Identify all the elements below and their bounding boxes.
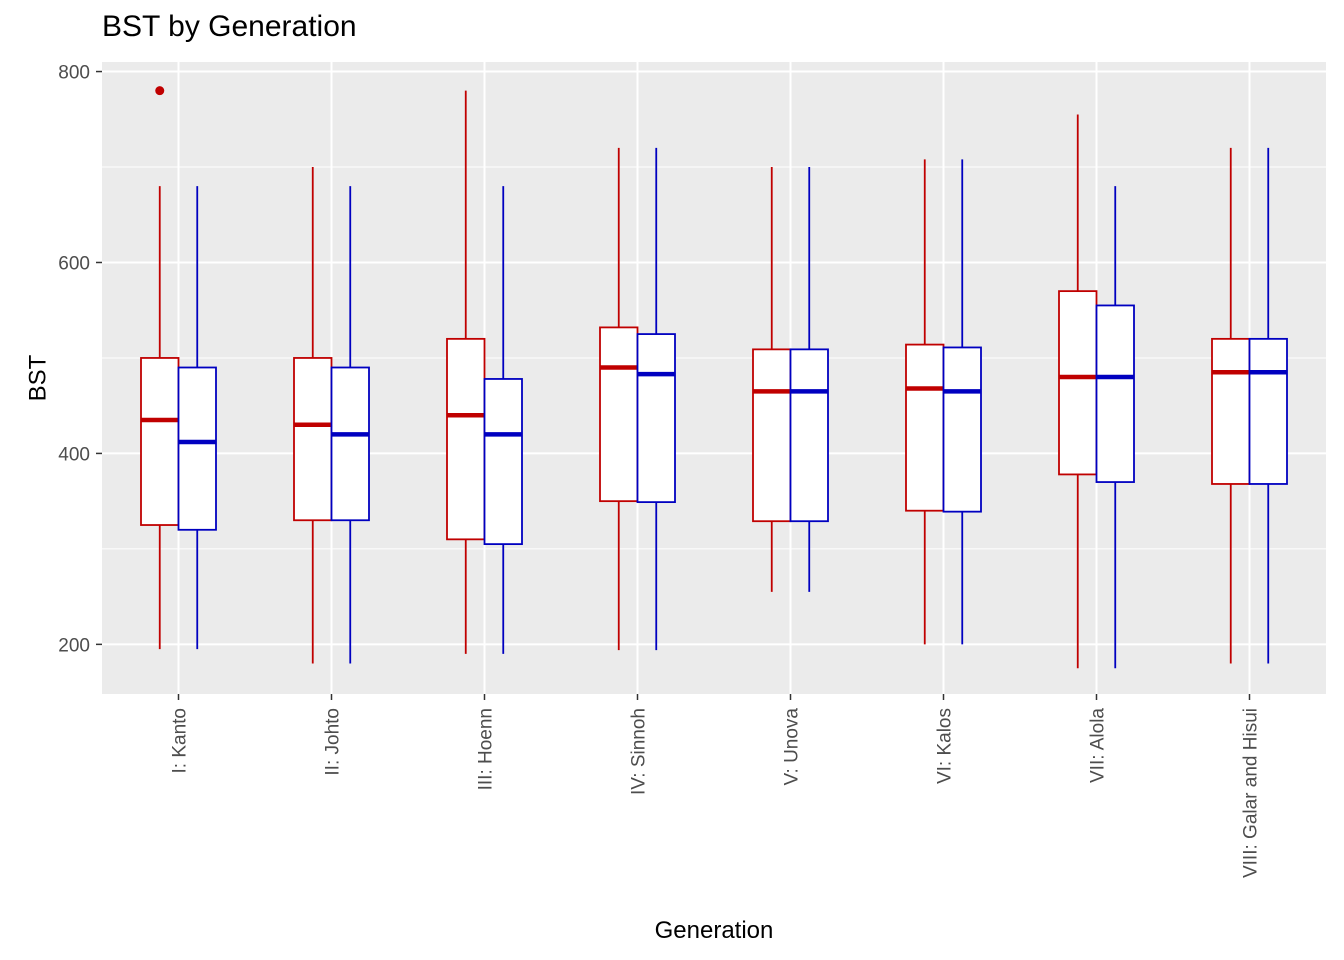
plot-panel [102,62,1326,694]
box-1-4 [599,147,639,651]
x-axis: I: Kanto II: Johto III: Hoenn IV: Sinnoh V: … [170,694,1262,878]
box-body [636,333,676,504]
y-tick-label: 600 [58,253,90,274]
box-body [905,343,945,512]
box-1-6 [905,159,945,645]
box-2-7 [1095,186,1135,669]
box-body [483,378,523,546]
box-body [177,366,217,531]
box-body [1095,304,1135,483]
box-1-8 [1211,147,1251,664]
x-tick-label: III: Hoenn [476,708,497,790]
box-1-2 [293,167,333,664]
x-tick-label: V: Unova [782,708,803,786]
x-tick-label: I: Kanto [170,708,191,774]
x-tick-label: VII: Alola [1088,708,1109,783]
box-body [1248,337,1288,485]
y-axis: 200 400 600 800 [58,63,102,656]
x-tick-label: VI: Kalos [935,708,956,784]
x-tick-label: VIII: Galar and Hisui [1241,708,1262,878]
box-body [293,357,333,522]
boxes-layer [140,86,1288,669]
box-body [330,366,370,522]
outlier-point [155,86,165,96]
box-2-6 [942,159,982,645]
y-tick-label: 800 [58,63,90,84]
box-1-3 [446,90,486,654]
chart-title: BST by Generation [102,10,357,43]
box-body [942,346,982,513]
x-tick-label: II: Johto [323,708,344,776]
box-body [599,326,639,503]
x-axis-title: Generation [655,917,774,944]
x-tick-label: IV: Sinnoh [629,708,650,795]
y-axis-title: BST [24,354,51,401]
y-tick-label: 400 [58,444,90,465]
box-body [140,357,180,526]
box-1-5 [752,167,792,592]
box-body [446,337,486,541]
box-2-1 [177,186,217,650]
y-tick-label: 200 [58,635,90,656]
box-body [1211,337,1251,485]
box-2-8 [1248,147,1288,664]
box-1-1 [140,86,180,650]
box-2-3 [483,186,523,654]
box-body [752,348,792,523]
box-2-2 [330,186,370,664]
box-body [1058,290,1098,476]
box-body [789,348,829,523]
box-2-5 [789,167,829,592]
box-2-4 [636,147,676,651]
box-1-7 [1058,114,1098,669]
